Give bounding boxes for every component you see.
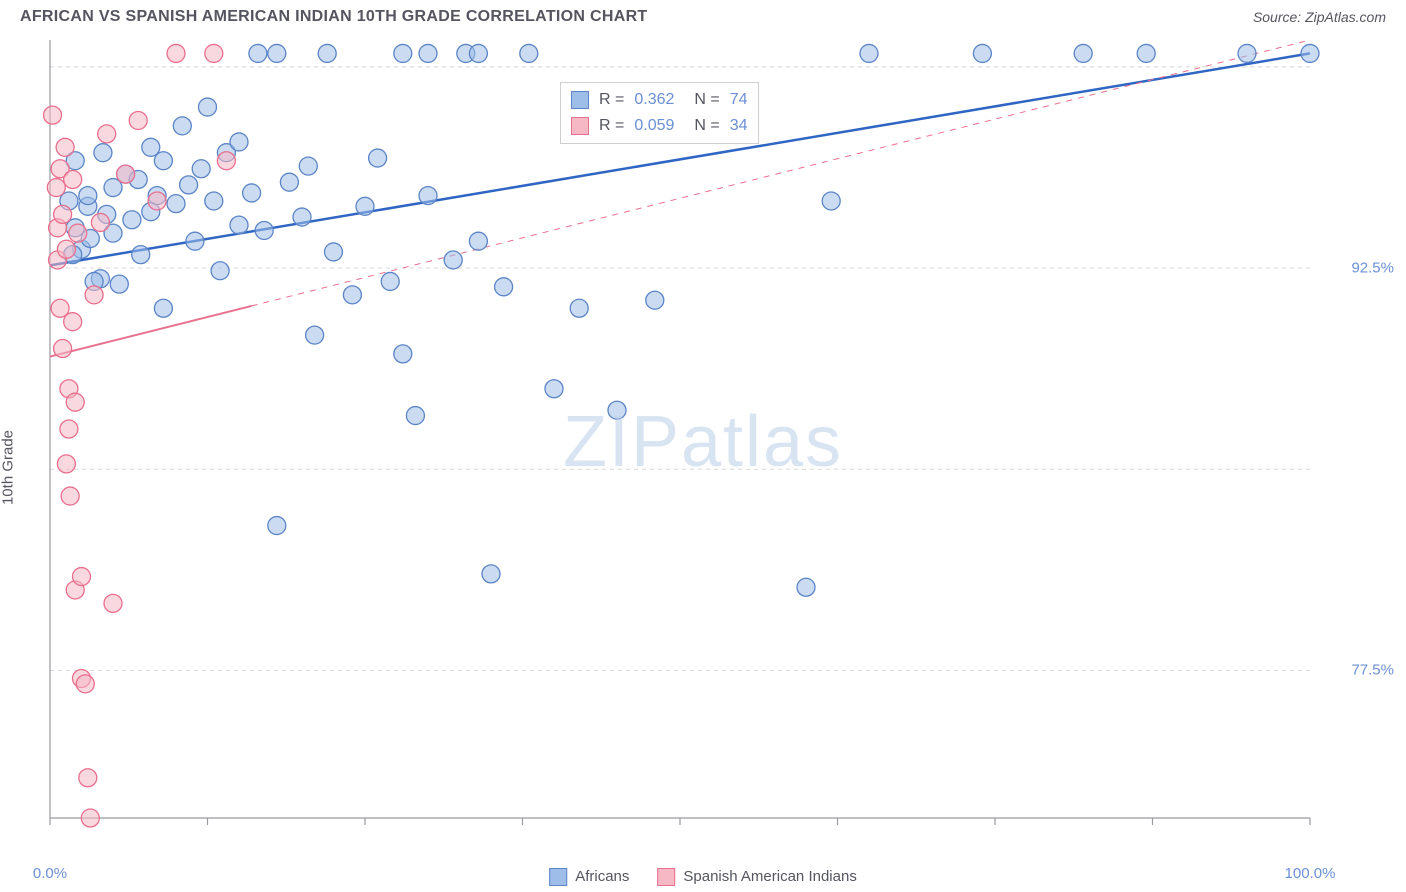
stats-row: R =0.362N =74: [571, 87, 748, 113]
y-tick-label: 92.5%: [1351, 260, 1394, 277]
legend-item: Africans: [549, 868, 629, 886]
stats-box: R =0.362N =74R =0.059N =34: [560, 82, 759, 144]
y-tick-label: 77.5%: [1351, 662, 1394, 679]
chart-header: AFRICAN VS SPANISH AMERICAN INDIAN 10TH …: [0, 0, 1406, 30]
x-tick-label: 0.0%: [33, 865, 67, 882]
legend-item: Spanish American Indians: [657, 868, 856, 886]
source-label: Source: ZipAtlas.com: [1253, 9, 1386, 25]
y-axis-label: 10th Grade: [0, 430, 17, 505]
scatter-plot: [0, 30, 1406, 888]
legend: Africans Spanish American Indians: [549, 868, 857, 886]
chart-area: 10th Grade ZIPatlas 77.5%92.5% 0.0%100.0…: [0, 30, 1406, 888]
x-tick-label: 100.0%: [1285, 865, 1336, 882]
chart-title: AFRICAN VS SPANISH AMERICAN INDIAN 10TH …: [20, 8, 648, 26]
stats-row: R =0.059N =34: [571, 113, 748, 139]
